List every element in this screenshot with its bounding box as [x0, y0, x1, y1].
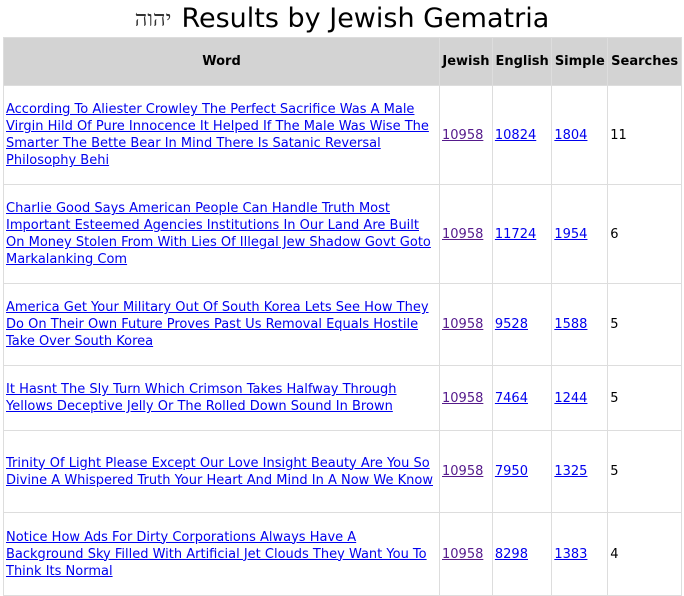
hebrew-logo: יהוה [134, 6, 172, 32]
col-word: Word [3, 37, 440, 86]
english-value-link[interactable]: 7950 [494, 464, 528, 479]
word-cell: Trinity Of Light Please Except Our Love … [3, 430, 440, 513]
table-row: Notice How Ads For Dirty Corporations Al… [3, 512, 682, 596]
page-title: יהוה Results by Jewish Gematria [0, 0, 684, 37]
simple-cell: 1244 [551, 365, 609, 431]
results-table: Word Jewish English Simple Searches Acco… [3, 37, 682, 596]
title-text: Results by Jewish Gematria [181, 3, 550, 34]
english-cell: 9528 [491, 283, 553, 366]
searches-cell: 5 [607, 365, 682, 431]
english-value-link[interactable]: 7464 [494, 390, 528, 406]
jewish-cell: 10958 [439, 365, 493, 431]
jewish-value-link[interactable]: 10958 [442, 390, 484, 406]
english-cell: 8298 [491, 512, 553, 596]
searches-cell: 5 [607, 283, 682, 366]
english-value-link[interactable]: 8298 [494, 546, 528, 562]
word-link[interactable]: Notice How Ads For Dirty Corporations Al… [6, 529, 427, 579]
table-row: Charlie Good Says American People Can Ha… [3, 184, 682, 284]
word-link[interactable]: According To Aliester Crowley The Perfec… [6, 102, 429, 168]
jewish-cell: 10958 [439, 85, 493, 185]
simple-value-link[interactable]: 1804 [554, 127, 588, 143]
jewish-value-link[interactable]: 10958 [442, 226, 484, 242]
english-cell: 10824 [491, 85, 553, 185]
simple-value-link[interactable]: 1383 [554, 546, 588, 562]
word-cell: Notice How Ads For Dirty Corporations Al… [3, 512, 440, 596]
word-link[interactable]: Charlie Good Says American People Can Ha… [6, 201, 431, 267]
simple-cell: 1325 [551, 430, 609, 513]
jewish-cell: 10958 [439, 512, 493, 596]
col-english: English [491, 37, 553, 86]
simple-value-link[interactable]: 1325 [554, 464, 588, 479]
english-cell: 7464 [491, 365, 553, 431]
jewish-value-link[interactable]: 10958 [442, 127, 484, 143]
simple-value-link[interactable]: 1244 [554, 390, 588, 406]
word-link[interactable]: America Get Your Military Out Of South K… [6, 300, 429, 349]
simple-value-link[interactable]: 1954 [554, 226, 588, 242]
col-jewish: Jewish [439, 37, 493, 86]
jewish-cell: 10958 [439, 430, 493, 513]
header-row: Word Jewish English Simple Searches [3, 37, 682, 86]
jewish-value-link[interactable]: 10958 [442, 464, 484, 479]
word-link[interactable]: It Hasnt The Sly Turn Which Crimson Take… [6, 382, 397, 414]
simple-cell: 1954 [551, 184, 609, 284]
english-value-link[interactable]: 11724 [494, 226, 537, 242]
table-row: Trinity Of Light Please Except Our Love … [3, 430, 682, 513]
table-row: According To Aliester Crowley The Perfec… [3, 85, 682, 185]
simple-value-link[interactable]: 1588 [554, 317, 588, 332]
simple-cell: 1804 [551, 85, 609, 185]
english-cell: 11724 [491, 184, 553, 284]
table-row: America Get Your Military Out Of South K… [3, 283, 682, 366]
simple-cell: 1588 [551, 283, 609, 366]
simple-cell: 1383 [551, 512, 609, 596]
english-value-link[interactable]: 10824 [494, 127, 537, 143]
jewish-cell: 10958 [439, 283, 493, 366]
searches-cell: 4 [607, 512, 682, 596]
searches-cell: 6 [607, 184, 682, 284]
table-row: It Hasnt The Sly Turn Which Crimson Take… [3, 365, 682, 431]
jewish-value-link[interactable]: 10958 [442, 546, 484, 562]
searches-cell: 11 [607, 85, 682, 185]
english-cell: 7950 [491, 430, 553, 513]
word-cell: According To Aliester Crowley The Perfec… [3, 85, 440, 185]
col-searches: Searches [607, 37, 682, 86]
word-cell: America Get Your Military Out Of South K… [3, 283, 440, 366]
word-cell: Charlie Good Says American People Can Ha… [3, 184, 440, 284]
word-cell: It Hasnt The Sly Turn Which Crimson Take… [3, 365, 440, 431]
word-link[interactable]: Trinity Of Light Please Except Our Love … [6, 455, 433, 488]
jewish-value-link[interactable]: 10958 [442, 317, 484, 332]
searches-cell: 5 [607, 430, 682, 513]
english-value-link[interactable]: 9528 [494, 317, 528, 332]
jewish-cell: 10958 [439, 184, 493, 284]
col-simple: Simple [551, 37, 609, 86]
